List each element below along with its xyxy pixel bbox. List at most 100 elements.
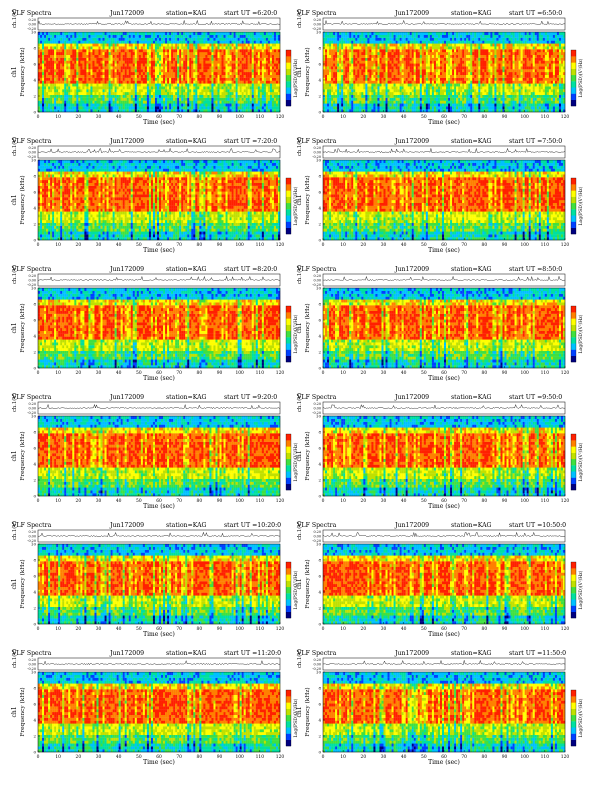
spectrogram-cell xyxy=(272,89,274,92)
spectrogram-cell xyxy=(203,55,205,58)
spectrogram-cell xyxy=(357,75,359,78)
spectrogram-cell xyxy=(254,61,256,64)
spectrogram-cell xyxy=(127,101,129,104)
spectrogram-cell xyxy=(502,83,504,86)
spectrogram-cell xyxy=(199,49,201,52)
spectrogram-cell xyxy=(84,101,86,104)
spectrogram-cell xyxy=(448,103,450,106)
spectrogram-cell xyxy=(151,38,153,41)
spectrogram-cell xyxy=(456,109,458,112)
spectrogram-cell xyxy=(165,98,167,101)
spectrogram-cell xyxy=(193,78,195,81)
spectrogram-cell xyxy=(46,49,48,52)
spectrogram-cell xyxy=(418,103,420,106)
spectrogram-cell xyxy=(96,78,98,81)
spectrogram-cell xyxy=(84,98,86,101)
spectrogram-cell xyxy=(460,75,462,78)
spectrogram-cell xyxy=(70,66,72,69)
spectrogram-cell xyxy=(135,95,137,98)
spectrogram-cell xyxy=(390,75,392,78)
spectrogram-cell xyxy=(472,103,474,106)
spectrogram-cell xyxy=(500,98,502,101)
spectrogram-cell xyxy=(434,89,436,92)
spectrogram-cell xyxy=(252,86,254,89)
spectrogram-cell xyxy=(145,78,147,81)
spectrogram-cell xyxy=(203,101,205,104)
spectrogram-cell xyxy=(165,63,167,66)
spectrogram-cell xyxy=(217,41,219,44)
spectrogram-cell xyxy=(521,95,523,98)
spectrogram-cell xyxy=(42,83,44,86)
spectrogram-cell xyxy=(179,75,181,78)
spectrogram-cell xyxy=(203,52,205,55)
spectrogram-cell xyxy=(179,52,181,55)
spectrogram-cell xyxy=(466,89,468,92)
spectrogram-cell xyxy=(224,98,226,101)
spectrogram-cell xyxy=(90,83,92,86)
spectrogram-cell xyxy=(115,95,117,98)
spectrogram-cell xyxy=(400,109,402,112)
spectrogram-cell xyxy=(42,101,44,104)
spectrogram-cell xyxy=(179,81,181,84)
spectrogram-cell xyxy=(545,78,547,81)
spectrogram-cell xyxy=(42,58,44,61)
spectrogram-cell xyxy=(250,83,252,86)
spectrogram-cell xyxy=(92,69,94,72)
spectrogram-cell xyxy=(260,66,262,69)
spectrogram-cell xyxy=(80,58,82,61)
spectrogram-cell xyxy=(335,95,337,98)
spectrogram-cell xyxy=(248,78,250,81)
spectrogram-cell xyxy=(454,78,456,81)
spectrogram-cell xyxy=(113,69,115,72)
spectrogram-cell xyxy=(56,69,58,72)
spectrogram-cell xyxy=(189,58,191,61)
spectrogram-cell xyxy=(145,38,147,41)
spectrogram-cell xyxy=(58,103,60,106)
spectrogram-cell xyxy=(92,98,94,101)
spectrogram-cell xyxy=(199,81,201,84)
spectrogram-cell xyxy=(205,95,207,98)
spectrogram-cell xyxy=(52,78,54,81)
spectrogram-cell xyxy=(264,109,266,112)
spectrogram-cell xyxy=(228,63,230,66)
spectrogram-cell xyxy=(209,86,211,89)
spectrogram-cell xyxy=(169,46,171,49)
spectrogram-cell xyxy=(379,103,381,106)
spectrogram-cell xyxy=(109,35,111,38)
spectrogram-cell xyxy=(228,109,230,112)
spectrogram-cell xyxy=(94,95,96,98)
spectrogram-cell xyxy=(197,43,199,46)
spectrogram-cell xyxy=(220,101,222,104)
spectrogram-cell xyxy=(355,103,357,106)
spectrogram-cell xyxy=(367,83,369,86)
spectrogram-cell xyxy=(416,95,418,98)
spectrogram-cell xyxy=(484,109,486,112)
spectrogram-cell xyxy=(458,103,460,106)
spectrogram-cell xyxy=(187,46,189,49)
spectrogram-cell xyxy=(432,101,434,104)
panel-station: station=KAG xyxy=(166,10,207,17)
spectrogram-cell xyxy=(163,66,165,69)
spectrogram-cell xyxy=(159,46,161,49)
spectrogram-cell xyxy=(115,98,117,101)
spectrogram-cell xyxy=(101,61,103,64)
spectrogram-cell xyxy=(64,52,66,55)
spectrogram-cell xyxy=(355,101,357,104)
spectrogram-cell xyxy=(254,95,256,98)
spectrogram-cell xyxy=(58,63,60,66)
spectrogram-cell xyxy=(209,72,211,75)
spectrogram-cell xyxy=(58,43,60,46)
spectrogram-cell xyxy=(181,32,183,35)
spectrogram-cell xyxy=(436,75,438,78)
spectrogram-cell xyxy=(353,86,355,89)
x-axis-label: Time (sec) xyxy=(143,119,175,126)
spectrogram-cell xyxy=(68,61,70,64)
spectrogram-cell xyxy=(264,95,266,98)
spectrogram-cell xyxy=(78,98,80,101)
spectrogram-cell xyxy=(363,78,365,81)
spectrogram-cell xyxy=(341,75,343,78)
spectrogram-cell xyxy=(173,43,175,46)
spectrogram-cell xyxy=(274,38,276,41)
spectrogram-cell xyxy=(232,75,234,78)
spectrogram-cell xyxy=(171,49,173,52)
